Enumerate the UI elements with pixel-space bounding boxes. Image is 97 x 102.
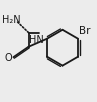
Text: Br: Br (79, 26, 90, 36)
Text: HN: HN (29, 35, 44, 45)
Text: O: O (5, 53, 13, 63)
Text: H₂N: H₂N (2, 15, 20, 25)
